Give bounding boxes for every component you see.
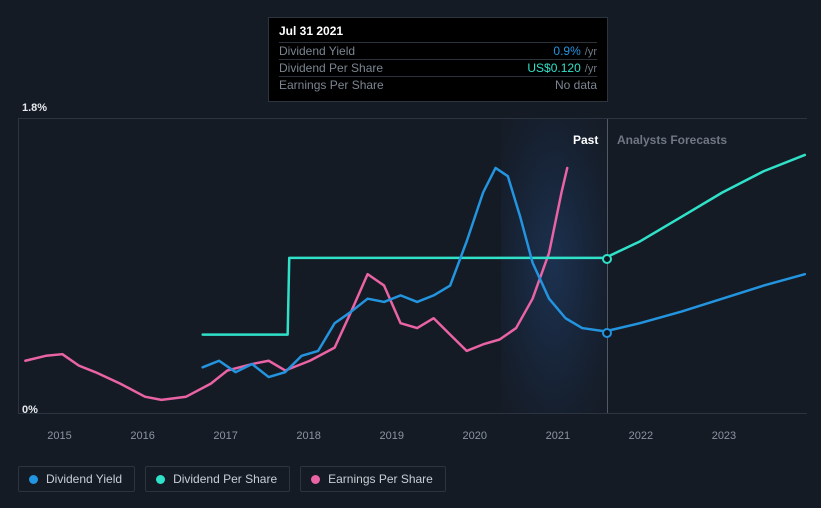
tooltip-label: Earnings Per Share xyxy=(279,78,384,92)
xaxis-tick-label: 2015 xyxy=(47,430,71,442)
region-label-past: Past xyxy=(573,133,598,147)
region-label-forecast: Analysts Forecasts xyxy=(617,133,727,147)
x-axis: 2015 2016 2017 2018 2019 2020 2021 2022 2023 xyxy=(18,430,807,448)
chart-area: 1.8% 0% Past Analysts Forecasts xyxy=(18,104,807,422)
series-marker xyxy=(602,328,612,338)
hover-tooltip: Jul 31 2021 Dividend Yield0.9%/yrDividen… xyxy=(268,17,608,102)
xaxis-tick-label: 2020 xyxy=(463,430,487,442)
series-lines xyxy=(19,119,807,413)
legend-swatch xyxy=(156,475,165,484)
tooltip-value: US$0.120/yr xyxy=(527,61,597,75)
legend-item[interactable]: Dividend Per Share xyxy=(145,466,290,492)
legend-swatch xyxy=(29,475,38,484)
tooltip-label: Dividend Yield xyxy=(279,44,355,58)
tooltip-row: Dividend Per Share US$0.120/yr xyxy=(279,59,597,76)
legend-label: Dividend Per Share xyxy=(173,472,277,486)
xaxis-tick-label: 2021 xyxy=(546,430,570,442)
xaxis-tick-label: 2023 xyxy=(712,430,736,442)
series-path xyxy=(25,168,567,400)
tooltip-value: No data xyxy=(555,78,597,92)
series-marker xyxy=(602,254,612,264)
tooltip-row: Earnings Per Share No data xyxy=(279,76,597,93)
legend-item[interactable]: Dividend Yield xyxy=(18,466,135,492)
tooltip-value: 0.9%/yr xyxy=(553,44,597,58)
legend-swatch xyxy=(311,475,320,484)
tooltip-row: Dividend Yield 0.9%/yr xyxy=(279,42,597,59)
legend-label: Earnings Per Share xyxy=(328,472,433,486)
xaxis-tick-label: 2016 xyxy=(130,430,154,442)
legend-label: Dividend Yield xyxy=(46,472,122,486)
series-path xyxy=(203,168,805,377)
plot-region[interactable]: Past Analysts Forecasts xyxy=(18,118,807,414)
xaxis-tick-label: 2018 xyxy=(296,430,320,442)
legend: Dividend Yield Dividend Per Share Earnings… xyxy=(18,466,446,492)
series-path xyxy=(203,155,805,335)
xaxis-tick-label: 2017 xyxy=(213,430,237,442)
yaxis-max-label: 1.8% xyxy=(22,102,47,114)
xaxis-tick-label: 2022 xyxy=(629,430,653,442)
legend-item[interactable]: Earnings Per Share xyxy=(300,466,446,492)
xaxis-tick-label: 2019 xyxy=(379,430,403,442)
tooltip-date: Jul 31 2021 xyxy=(279,24,597,38)
tooltip-label: Dividend Per Share xyxy=(279,61,383,75)
